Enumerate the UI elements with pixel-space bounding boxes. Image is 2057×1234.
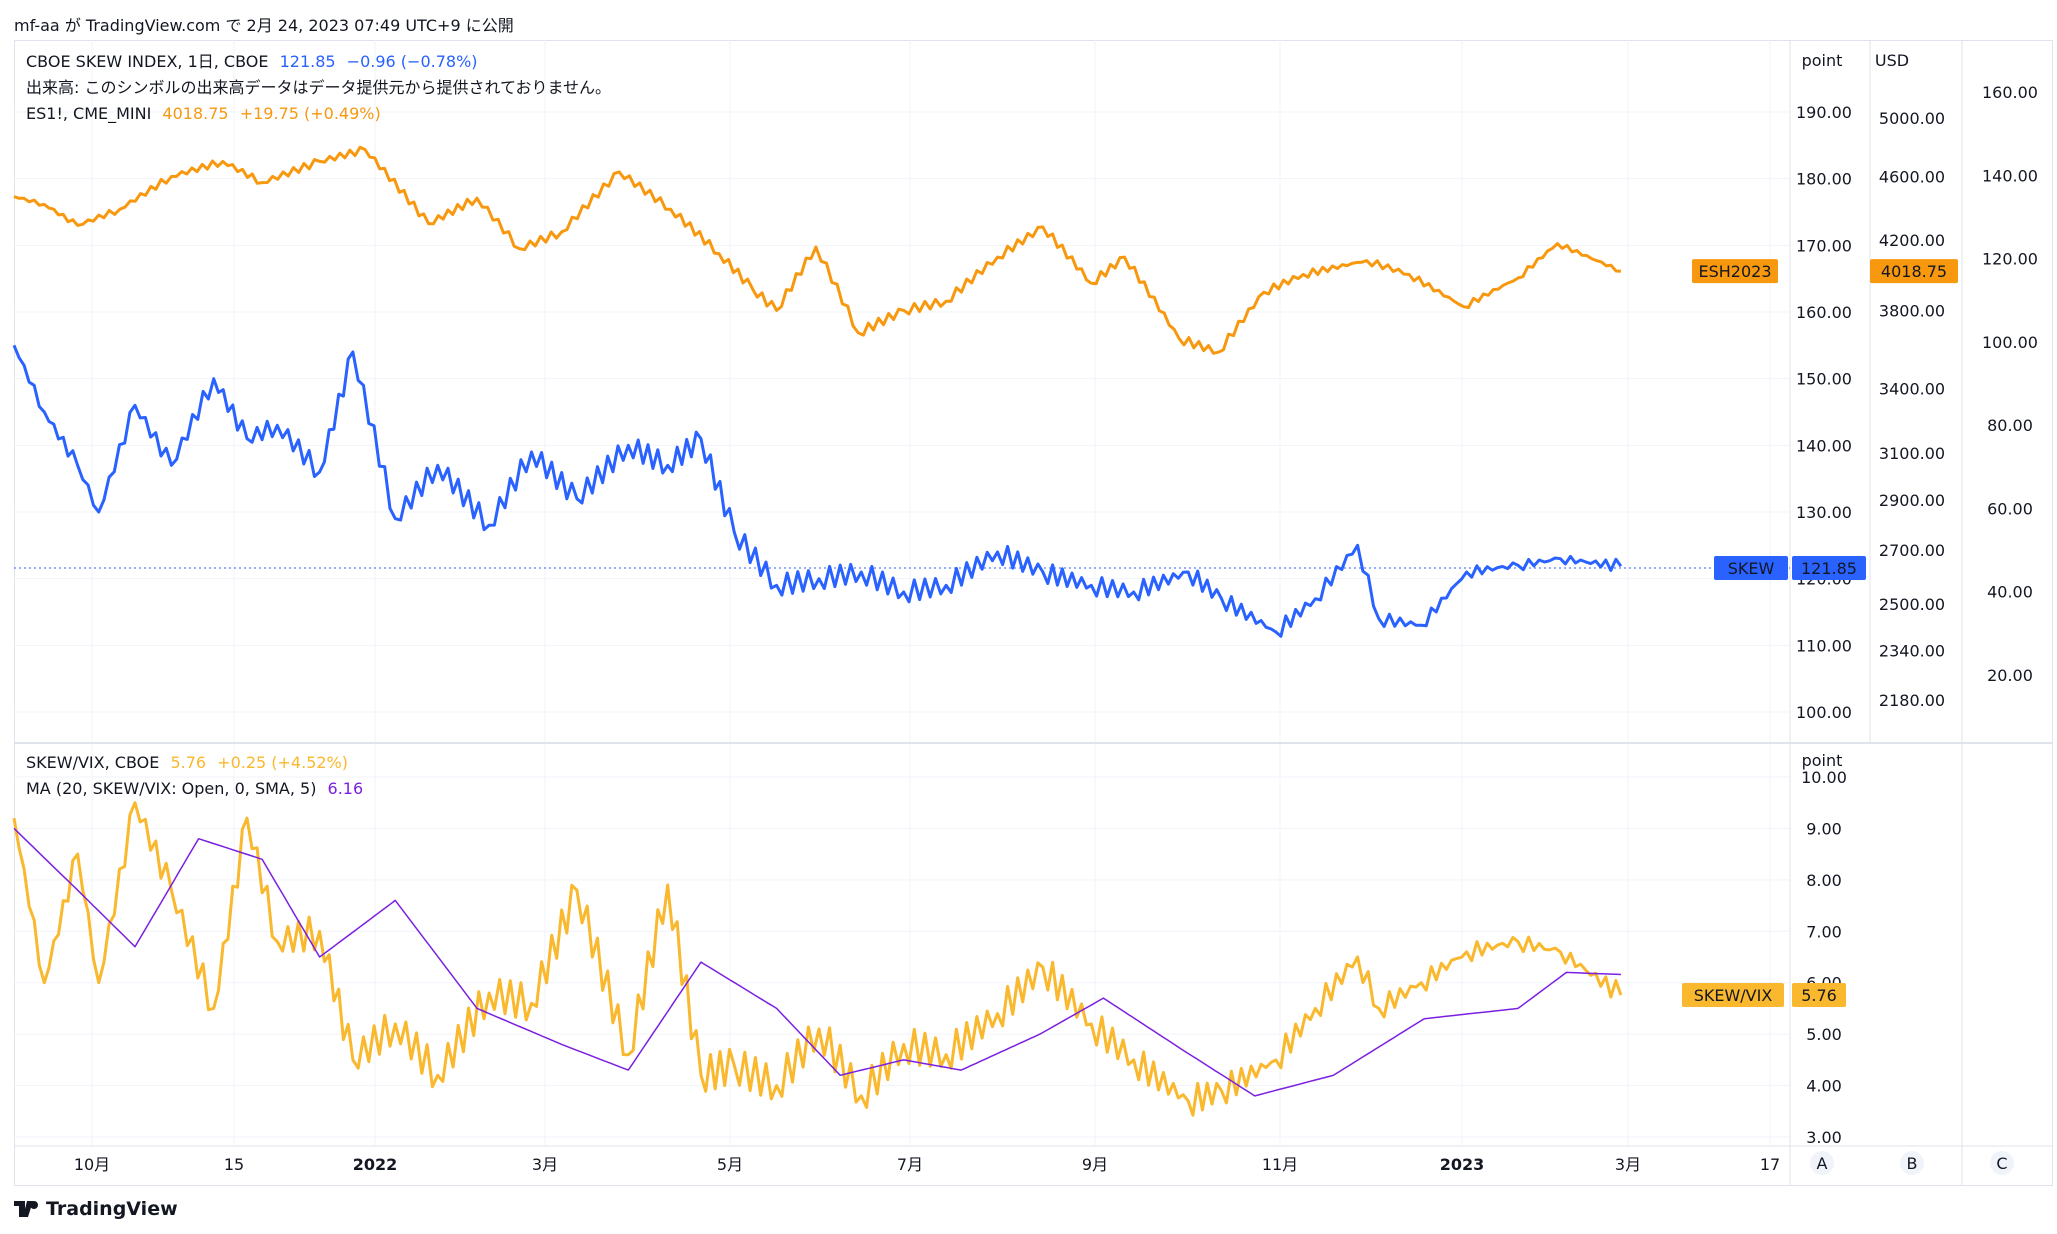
time-tick-label: 2022 <box>353 1155 398 1174</box>
point-tick-label: 100.00 <box>1796 703 1852 722</box>
skew-series-line[interactable] <box>12 344 1623 638</box>
ma-legend-name: MA (20, SKEW/VIX: Open, 0, SMA, 5) <box>26 779 317 798</box>
tradingview-logo[interactable]: TradingView <box>14 1198 178 1220</box>
time-tick-label: 10月 <box>74 1155 110 1174</box>
series-layer <box>12 145 1623 1117</box>
scale-button-label: B <box>1907 1154 1918 1173</box>
time-tick-label: 2023 <box>1440 1155 1485 1174</box>
skew-legend[interactable]: CBOE SKEW INDEX, 1日, CBOE 121.85 −0.96 (… <box>26 52 484 72</box>
far-tick-label: 80.00 <box>1987 416 2033 435</box>
volume-note: 出来高: このシンボルの出来高データはデータ提供元から提供されておりません。 <box>26 78 617 98</box>
time-tick-label: 3月 <box>532 1155 558 1174</box>
far-tick-label: 20.00 <box>1987 666 2033 685</box>
publish-header: mf-aa が TradingView.com で 2月 24, 2023 07… <box>14 16 514 35</box>
far-tick-label: 100.00 <box>1982 333 2038 352</box>
time-tick-label: 5月 <box>717 1155 743 1174</box>
es-legend-value: 4018.75 <box>162 104 229 123</box>
time-tick-label: 11月 <box>1262 1155 1298 1174</box>
scale-button-label: C <box>1996 1154 2007 1173</box>
es-legend[interactable]: ES1!, CME_MINI 4018.75 +19.75 (+0.49%) <box>26 104 387 124</box>
point-tick-label: 170.00 <box>1796 236 1852 255</box>
ratio-tick-label: 4.00 <box>1806 1077 1842 1096</box>
ratio-tick-label: 3.00 <box>1806 1128 1842 1147</box>
time-tick-label: 17 <box>1760 1155 1780 1174</box>
usd-tick-label: 2340.00 <box>1879 641 1945 660</box>
skew-vix-series-line[interactable] <box>12 801 1623 1117</box>
ma-series-line[interactable] <box>13 827 1621 1097</box>
time-tick-label: 15 <box>224 1155 244 1174</box>
grid-lines <box>14 40 1790 1146</box>
ratio-tick-label: 10.00 <box>1801 768 1847 787</box>
point-tick-label: 160.00 <box>1796 303 1852 322</box>
skew-price-tag <box>1792 556 1866 580</box>
chart-frame[interactable] <box>14 40 2053 1186</box>
skew-symbol-tag-text: SKEW <box>1728 559 1775 578</box>
time-tick-label: 3月 <box>1615 1155 1641 1174</box>
unit-usd: USD <box>1875 51 1909 70</box>
far-tick-label: 140.00 <box>1982 166 2038 185</box>
far-tick-label: 160.00 <box>1982 83 2038 102</box>
volume-note-text: 出来高: このシンボルの出来高データはデータ提供元から提供されておりません。 <box>26 78 612 97</box>
far-tick-label: 40.00 <box>1987 583 2033 602</box>
far-tick-label: 60.00 <box>1987 499 2033 518</box>
far-tick-label: 120.00 <box>1982 250 2038 269</box>
skew-legend-change: −0.96 (−0.78%) <box>346 52 478 71</box>
usd-tick-label: 3800.00 <box>1879 301 1945 320</box>
es-symbol-tag-text: ESH2023 <box>1698 262 1771 281</box>
ratio-tick-label: 7.00 <box>1806 922 1842 941</box>
point-tick-label: 190.00 <box>1796 103 1852 122</box>
ratio-tick-label: 8.00 <box>1806 871 1842 890</box>
ratio-tick-label: 9.00 <box>1806 819 1842 838</box>
skew-price-tag-text: 121.85 <box>1801 559 1857 578</box>
ratio-price-tag-text: 5.76 <box>1801 986 1837 1005</box>
usd-tick-label: 2900.00 <box>1879 491 1945 510</box>
usd-tick-label: 3400.00 <box>1879 379 1945 398</box>
tradingview-logo-icon <box>14 1201 38 1217</box>
es-series-line[interactable] <box>13 145 1621 355</box>
tag-layer: ESH2023 4018.75 SKEW 121.85 SKEW/VIX 5.76 <box>1682 259 1958 1008</box>
usd-tick-label: 4600.00 <box>1879 167 1945 186</box>
ratio-tick-label: 5.00 <box>1806 1025 1842 1044</box>
usd-tick-label: 3100.00 <box>1879 444 1945 463</box>
ratio-legend-value: 5.76 <box>170 753 207 772</box>
usd-tick-label: 2180.00 <box>1879 691 1945 710</box>
es-symbol-tag <box>1692 259 1778 284</box>
point-tick-label: 130.00 <box>1796 503 1852 522</box>
ratio-legend[interactable]: SKEW/VIX, CBOE 5.76 +0.25 (+4.52%) <box>26 753 354 773</box>
skew-legend-name: CBOE SKEW INDEX, 1日, CBOE <box>26 52 269 71</box>
time-tick-label: 9月 <box>1082 1155 1108 1174</box>
axis-layer: 10月 15 2022 3月 5月 7月 9月 11月 2023 3月 17 190.00 180.00… <box>74 51 2038 1175</box>
usd-tick-label: 2500.00 <box>1879 595 1945 614</box>
ratio-legend-change: +0.25 (+4.52%) <box>217 753 348 772</box>
skew-symbol-tag <box>1714 556 1788 580</box>
point-tick-label: 150.00 <box>1796 370 1852 389</box>
point-tick-label: 140.00 <box>1796 436 1852 455</box>
point-tick-label: 180.00 <box>1796 170 1852 189</box>
usd-tick-label: 5000.00 <box>1879 109 1945 128</box>
time-tick-label: 7月 <box>897 1155 923 1174</box>
ratio-price-tag <box>1792 983 1846 1008</box>
es-price-tag <box>1870 259 1958 284</box>
unit-point-bottom: point <box>1802 751 1843 770</box>
scale-button-b[interactable] <box>1900 1151 1924 1175</box>
scale-button-c[interactable] <box>1990 1151 2014 1175</box>
es-legend-change: +19.75 (+0.49%) <box>239 104 381 123</box>
point-tick-label: 110.00 <box>1796 636 1852 655</box>
skew-legend-value: 121.85 <box>279 52 336 71</box>
ma-legend-value: 6.16 <box>327 779 364 798</box>
scale-button-label: A <box>1817 1154 1828 1173</box>
ratio-symbol-tag <box>1682 983 1784 1008</box>
scale-button-a[interactable] <box>1810 1151 1834 1175</box>
usd-tick-label: 2700.00 <box>1879 541 1945 560</box>
ratio-legend-name: SKEW/VIX, CBOE <box>26 753 160 772</box>
unit-point-top: point <box>1802 51 1843 70</box>
es-legend-name: ES1!, CME_MINI <box>26 104 152 123</box>
ratio-symbol-tag-text: SKEW/VIX <box>1694 986 1773 1005</box>
es-price-tag-text: 4018.75 <box>1881 262 1947 281</box>
usd-tick-label: 4200.00 <box>1879 231 1945 250</box>
ma-legend[interactable]: MA (20, SKEW/VIX: Open, 0, SMA, 5) 6.16 <box>26 779 369 799</box>
